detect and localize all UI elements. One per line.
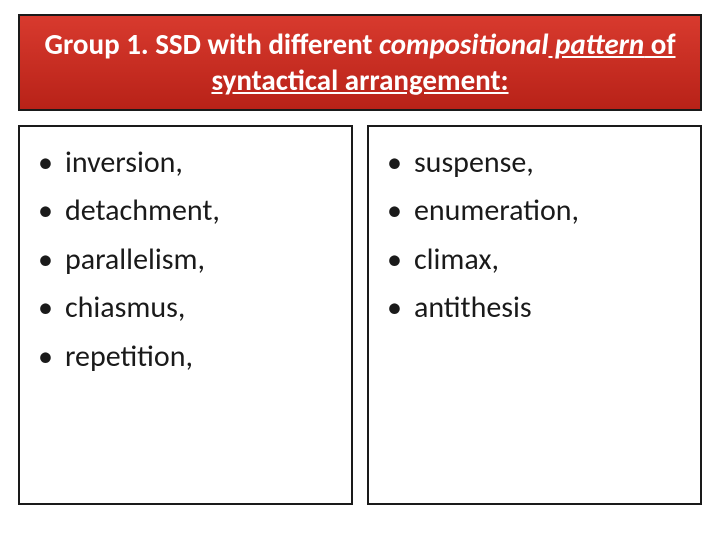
title-banner: Group 1. SSD with different compositiona… <box>18 14 702 111</box>
title-part-italic-1: compositional <box>379 26 548 62</box>
list-item: • climax, <box>387 240 682 281</box>
list-item: • parallelism, <box>38 240 333 281</box>
item-label: chiasmus, <box>65 288 185 329</box>
list-item: • chiasmus, <box>38 288 333 329</box>
bullet-icon: • <box>38 342 53 372</box>
item-label: detachment, <box>65 191 220 232</box>
item-label: antithesis <box>414 288 532 329</box>
list-item: • enumeration, <box>387 191 682 232</box>
list-item: • suspense, <box>387 143 682 184</box>
item-label: climax, <box>414 240 499 281</box>
title-part-italic-underline: pattern <box>548 26 644 62</box>
list-item: • repetition, <box>38 337 333 378</box>
item-label: inversion, <box>65 143 183 184</box>
item-label: repetition, <box>65 337 193 378</box>
content-columns: • inversion, • detachment, • parallelism… <box>18 125 702 505</box>
bullet-icon: • <box>38 196 53 226</box>
left-column: • inversion, • detachment, • parallelism… <box>18 125 353 505</box>
list-item: • detachment, <box>38 191 333 232</box>
item-label: enumeration, <box>414 191 579 232</box>
bullet-icon: • <box>387 293 402 323</box>
bullet-icon: • <box>38 245 53 275</box>
list-item: • inversion, <box>38 143 333 184</box>
title-text: Group 1. SSD with different compositiona… <box>36 26 684 99</box>
bullet-icon: • <box>387 148 402 178</box>
bullet-icon: • <box>387 196 402 226</box>
bullet-icon: • <box>38 148 53 178</box>
item-label: suspense, <box>414 143 534 184</box>
list-item: • antithesis <box>387 288 682 329</box>
item-label: parallelism, <box>65 240 205 281</box>
bullet-icon: • <box>387 245 402 275</box>
title-part-pre: Group 1. SSD with different <box>44 26 379 62</box>
bullet-icon: • <box>38 293 53 323</box>
right-column: • suspense, • enumeration, • climax, • a… <box>367 125 702 505</box>
